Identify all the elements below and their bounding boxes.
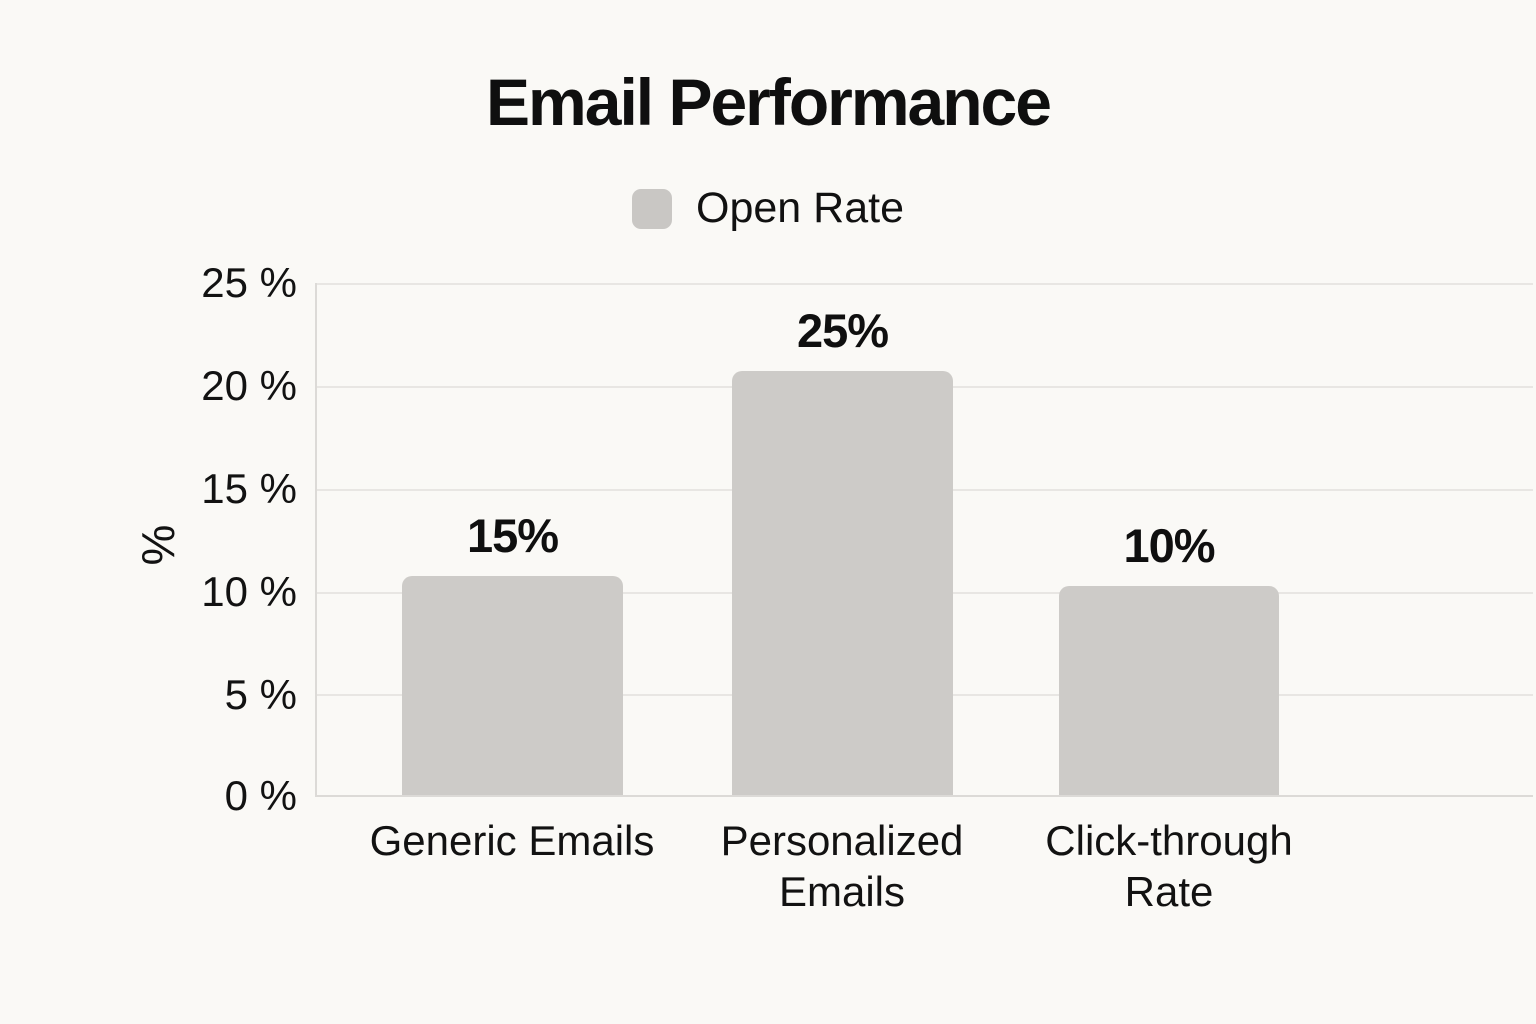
plot-area: 15% 25% 10% — [315, 283, 1533, 797]
y-tick-label-15: 15 % — [201, 465, 297, 512]
legend-swatch-icon — [632, 188, 673, 229]
bar-group-personalized-emails: 25% — [732, 283, 953, 795]
chart-title: Email Performance — [486, 65, 1052, 139]
bar-personalized-emails — [732, 371, 953, 795]
bar-generic-emails — [402, 576, 623, 795]
y-axis-line — [315, 283, 317, 797]
x-axis-label-personalized-emails: Personalized Emails — [720, 817, 964, 915]
legend-label: Open Rate — [696, 184, 904, 232]
x-axis-line — [315, 795, 1533, 797]
y-tick-label-5: 5 % — [224, 671, 297, 718]
y-tick-label-0: 0 % — [224, 772, 297, 819]
y-tick-label-25: 25 % — [201, 259, 297, 306]
y-tick-label-10: 10 % — [201, 568, 297, 615]
y-tick-label-20: 20 % — [201, 362, 297, 409]
bar-click-through-rate — [1059, 586, 1279, 795]
bar-value-label: 25% — [796, 304, 889, 357]
x-axis-label-generic-emails: Generic Emails — [369, 817, 655, 864]
bar-value-label: 15% — [466, 509, 559, 562]
y-axis-title: % — [132, 524, 184, 566]
bar-value-label: 10% — [1123, 519, 1215, 572]
bar-group-generic-emails: 15% — [402, 283, 623, 795]
bar-group-click-through-rate: 10% — [1059, 283, 1279, 795]
x-axis-label-click-through-rate: Click-through Rate — [1045, 817, 1293, 915]
legend: Open Rate — [0, 184, 1536, 233]
gridline — [315, 283, 1533, 285]
